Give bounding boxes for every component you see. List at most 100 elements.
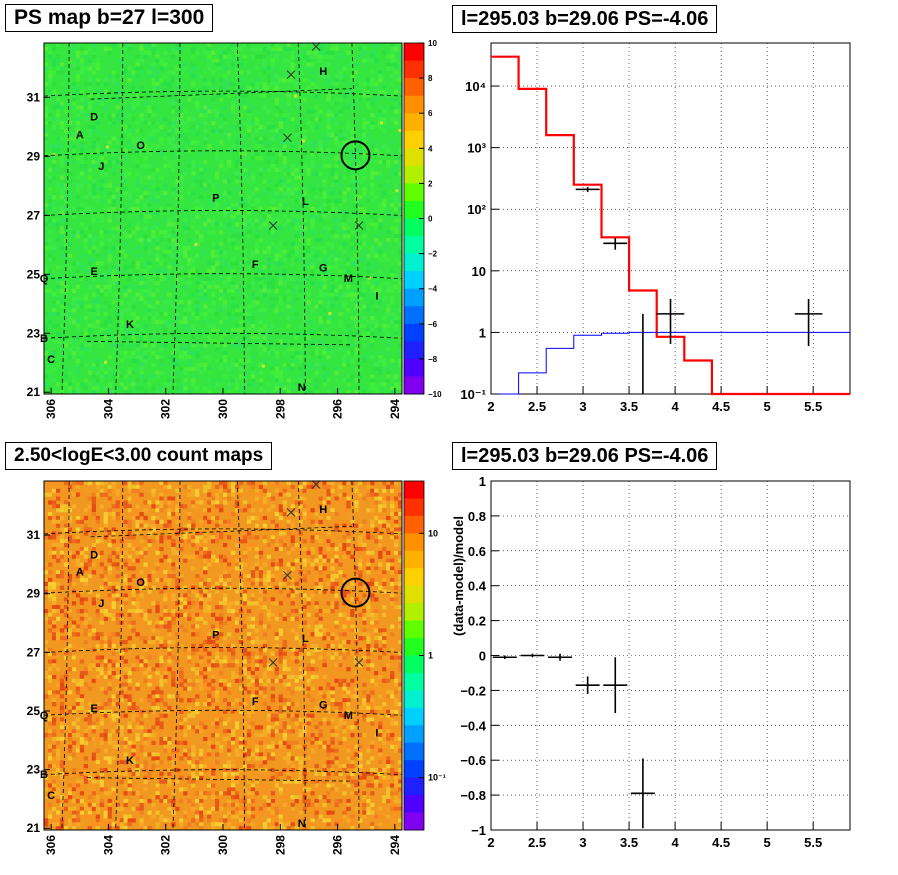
source-label-C: C — [47, 354, 55, 366]
source-cross-marker — [283, 133, 292, 143]
map-x-tick-label: 306 — [44, 399, 58, 419]
colorbar-segment — [404, 481, 424, 499]
map-y-tick-label: 31 — [27, 90, 41, 104]
data-point-errorbar — [794, 298, 823, 347]
map-y-tick-label: 29 — [27, 149, 41, 163]
colorbar-segment — [404, 725, 424, 744]
residual-x-tick-label: 3 — [579, 835, 586, 850]
colorbar-segment — [404, 323, 424, 342]
colorbar-segment — [404, 533, 424, 552]
ps-map-title: PS map b=27 l=300 — [5, 4, 214, 32]
map-x-tick-label: 296 — [331, 399, 345, 419]
colorbar-tick-label: 10 — [428, 39, 437, 48]
colorbar-segment — [404, 271, 424, 290]
map-x-tick-label: 300 — [216, 835, 230, 855]
residual-x-tick-label: 2 — [487, 835, 494, 850]
source-label-J: J — [98, 598, 104, 610]
data-point-errorbar — [603, 238, 628, 250]
residual-y-tick-label: −0.6 — [460, 753, 486, 768]
residual-point-errorbar — [630, 758, 655, 829]
map-y-tick-label: 21 — [27, 385, 41, 399]
source-label-A: A — [76, 129, 84, 141]
colorbar-segment — [404, 341, 424, 360]
colorbar-tick-label: 2 — [428, 179, 433, 188]
residual-x-tick-label: 4 — [671, 835, 679, 850]
spectrum-y-tick-label: 1 — [479, 325, 486, 340]
source-label-P: P — [212, 630, 219, 642]
data-point-errorbar — [575, 186, 600, 193]
colorbar-segment — [404, 113, 424, 132]
map-y-tick-label: 29 — [27, 587, 41, 601]
map-y-tick-label: 23 — [27, 326, 41, 340]
source-cross-marker — [268, 221, 278, 230]
colorbar-segment — [404, 655, 424, 674]
residual-y-tick-label: 0.6 — [468, 544, 486, 559]
source-cross-marker — [311, 480, 321, 489]
source-label-D: D — [90, 112, 98, 124]
residual-point-errorbar — [520, 653, 545, 658]
colorbar-segment — [404, 60, 424, 79]
source-cross-marker — [286, 70, 296, 79]
colorbar-segment — [404, 95, 424, 114]
colorbar-segment — [404, 498, 424, 517]
count-colorbar — [403, 480, 425, 831]
colorbar-segment — [404, 742, 424, 761]
model-total-step-line — [491, 55, 850, 396]
spectrum-y-tick-label: 10³ — [467, 141, 486, 156]
colorbar-segment — [404, 795, 424, 814]
source-label-I: I — [375, 727, 378, 739]
source-label-G: G — [319, 263, 328, 275]
residual-x-tick-label: 5 — [764, 835, 771, 850]
colorbar-tick-label: −6 — [428, 320, 438, 329]
colorbar-segment — [404, 620, 424, 639]
colorbar-segment — [404, 672, 424, 691]
colorbar-segment — [404, 707, 424, 726]
source-label-C: C — [47, 790, 55, 802]
source-label-O: O — [136, 140, 145, 152]
residual-y-tick-label: −0.2 — [460, 683, 486, 698]
colorbar-segment — [404, 812, 424, 831]
spectrum-x-tick-label: 3 — [579, 399, 586, 414]
spectrum-x-tick-label: 2 — [487, 399, 494, 414]
map-x-tick-label: 298 — [273, 835, 287, 855]
source-cross-marker — [354, 221, 364, 230]
colorbar-segment — [404, 253, 424, 272]
source-label-D: D — [90, 549, 98, 561]
map-x-tick-label: 294 — [388, 835, 402, 855]
colorbar-tick-label: 4 — [428, 144, 433, 153]
source-cross-marker — [286, 508, 296, 517]
residual-y-axis-label: (data-model)/model — [451, 516, 466, 636]
residual-y-tick-label: 0.2 — [468, 614, 486, 629]
colorbar-segment — [404, 306, 424, 325]
colorbar-segment — [404, 358, 424, 377]
map-x-tick-label: 296 — [331, 835, 345, 855]
residual-x-tick-label: 3.5 — [620, 835, 638, 850]
colorbar-segment — [404, 165, 424, 184]
colorbar-segment — [404, 638, 424, 656]
residual-y-tick-label: 0.8 — [468, 509, 486, 524]
spectrum-x-tick-label: 5.5 — [804, 399, 822, 414]
colorbar-tick-label: 6 — [428, 109, 433, 118]
colorbar-segment — [404, 78, 424, 97]
residual-point-errorbar — [492, 655, 517, 659]
colorbar-segment — [404, 218, 424, 237]
colorbar-segment — [404, 43, 424, 62]
map-x-tick-label: 302 — [159, 399, 173, 419]
map-y-tick-label: 31 — [27, 528, 41, 542]
residual-plot-area — [490, 480, 851, 831]
source-cross-marker — [311, 42, 321, 51]
residual-y-tick-label: 0 — [479, 649, 486, 664]
colorbar-segment — [404, 777, 424, 796]
colorbar-segment — [404, 515, 424, 534]
source-label-F: F — [252, 259, 259, 271]
count-coordinate-grid — [43, 480, 403, 831]
count-map-title: 2.50<logE<3.00 count maps — [5, 442, 273, 470]
colorbar-segment — [404, 760, 424, 779]
colorbar-segment — [404, 130, 424, 149]
colorbar-segment — [404, 183, 424, 202]
source-label-G: G — [319, 699, 328, 711]
map-y-tick-label: 25 — [27, 267, 41, 281]
source-cross-marker — [283, 570, 292, 580]
source-label-N: N — [298, 818, 306, 830]
